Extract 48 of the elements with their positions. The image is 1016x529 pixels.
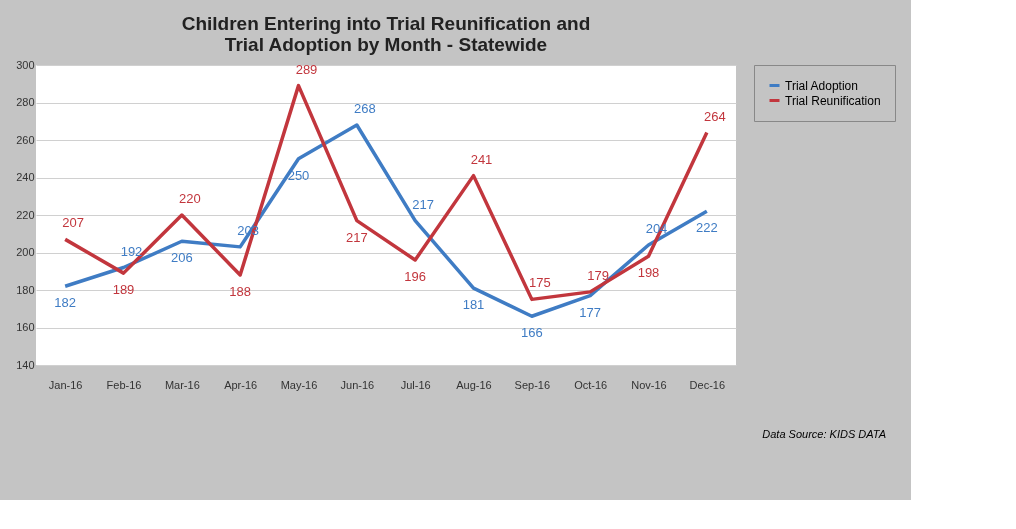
- y-tick-label: 260: [16, 133, 35, 146]
- data-label: 250: [287, 167, 310, 183]
- y-tick-label: 220: [16, 208, 35, 221]
- data-label: 241: [470, 151, 493, 167]
- data-label: 175: [528, 275, 551, 291]
- x-tick-label: Apr-16: [224, 378, 258, 391]
- data-label: 182: [54, 295, 77, 311]
- data-label: 289: [295, 61, 318, 77]
- data-label: 166: [520, 325, 543, 341]
- data-label: 179: [587, 267, 610, 283]
- y-tick-label: 140: [16, 358, 35, 371]
- data-label: 198: [637, 265, 660, 281]
- y-tick-label: 180: [16, 283, 35, 296]
- data-label: 206: [170, 250, 193, 266]
- text: Trial Adoption by Month - Statewide: [224, 34, 548, 55]
- x-tick-label: May-16: [280, 378, 318, 391]
- legend-label: Trial Reunification: [785, 93, 881, 108]
- source-note: Data Source: KIDS DATA: [762, 428, 886, 440]
- data-label: 192: [120, 243, 143, 259]
- x-tick-label: Sep-16: [514, 378, 551, 391]
- data-label: 177: [579, 304, 602, 320]
- x-tick-label: Mar-16: [164, 378, 200, 391]
- data-label: 188: [229, 284, 252, 299]
- y-tick-label: 300: [16, 58, 35, 71]
- y-tick-label: 280: [16, 96, 35, 108]
- y-tick-label: 240: [16, 171, 35, 183]
- data-label: 189: [112, 282, 135, 298]
- x-tick-label: Nov-16: [631, 378, 667, 391]
- data-label: 264: [703, 108, 726, 124]
- data-label: 217: [412, 196, 435, 212]
- x-tick-label: Aug-16: [456, 378, 492, 391]
- legend-label: Trial Adoption: [785, 78, 858, 93]
- data-label: 196: [404, 269, 427, 284]
- data-label: 217: [345, 229, 368, 245]
- y-tick-label: 160: [16, 321, 35, 333]
- y-tick-label: 200: [16, 246, 35, 258]
- data-label: 207: [62, 215, 85, 231]
- x-tick-label: Jul-16: [400, 378, 431, 391]
- x-tick-label: Jan-16: [48, 378, 83, 391]
- data-label: 220: [178, 191, 201, 206]
- x-tick-label: Dec-16: [689, 378, 726, 391]
- x-tick-label: Feb-16: [106, 378, 142, 391]
- x-tick-label: Jun-16: [340, 378, 375, 391]
- text: Children Entering into Trial Reunification and: [181, 13, 591, 34]
- data-label: 268: [353, 101, 376, 116]
- x-tick-label: Oct-16: [574, 378, 608, 391]
- data-label: 181: [462, 297, 485, 313]
- data-label: 222: [695, 220, 718, 236]
